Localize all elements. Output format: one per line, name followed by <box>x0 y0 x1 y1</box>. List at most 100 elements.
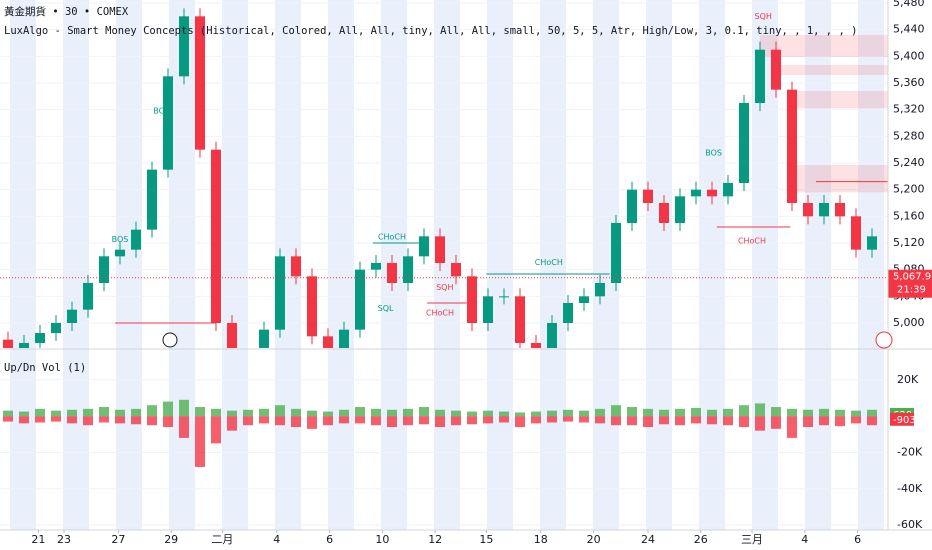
price-tag-label: 5,067.9 <box>893 272 931 283</box>
volume-bar <box>579 416 589 423</box>
volume-bar <box>675 416 685 426</box>
volume-bar <box>579 410 589 417</box>
volume-bar <box>323 411 333 417</box>
volume-bar <box>131 408 141 417</box>
candle-body <box>819 203 829 217</box>
volume-bar <box>755 403 765 417</box>
volume-bar <box>83 408 93 417</box>
volume-bar <box>739 405 749 417</box>
volume-bar <box>627 407 637 417</box>
y-tick-label: 5,360 <box>893 76 925 89</box>
volume-bar <box>195 407 205 417</box>
volume-bar <box>467 411 477 417</box>
volume-bar <box>803 409 813 417</box>
volume-bar <box>275 416 285 426</box>
candle-body <box>867 236 877 250</box>
x-tick-label: 29 <box>164 533 178 546</box>
candle-body <box>835 203 845 217</box>
symbol-title[interactable]: 黃金期貨 • 30 • COMEX <box>4 5 129 18</box>
candle-body <box>755 49 765 103</box>
candle-body <box>147 169 157 230</box>
volume-bar <box>19 416 29 424</box>
volume-bar <box>643 416 653 428</box>
volume-bar <box>515 416 525 428</box>
volume-bar <box>323 416 333 426</box>
volume-bar <box>531 416 541 424</box>
y-tick-label: -40K <box>897 482 923 495</box>
volume-bar <box>563 409 573 417</box>
volume-bar <box>243 416 253 426</box>
session-stripe <box>805 0 831 530</box>
volume-bar <box>659 409 669 417</box>
candle-body <box>851 216 861 250</box>
volume-bar <box>851 410 861 417</box>
volume-bar <box>819 408 829 417</box>
session-stripe <box>222 0 248 530</box>
volume-bar <box>67 409 77 417</box>
candle-body <box>515 296 525 343</box>
volume-title[interactable]: Up/Dn Vol (1) <box>4 362 86 374</box>
volume-bar <box>547 416 557 423</box>
volume-bar <box>163 416 173 428</box>
volume-bar <box>739 416 749 428</box>
x-tick-label: 18 <box>534 533 548 546</box>
structure-label: SQH <box>755 12 772 21</box>
volume-bar <box>691 407 701 417</box>
volume-bar <box>435 409 445 417</box>
volume-bar <box>227 410 237 417</box>
volume-bar <box>163 401 173 417</box>
indicator-title[interactable]: LuxAlgo - Smart Money Concepts (Historic… <box>4 25 857 37</box>
volume-bar <box>483 410 493 417</box>
volume-bar <box>195 416 205 467</box>
session-stripe <box>116 0 142 530</box>
candle-body <box>67 309 77 323</box>
candle-body <box>131 229 141 250</box>
volume-bar <box>803 416 813 428</box>
candle-body <box>323 336 333 348</box>
volume-bar <box>547 410 557 417</box>
volume-bar <box>499 416 509 423</box>
candle-body <box>499 296 509 298</box>
y-tick-label: -20K <box>897 445 923 458</box>
volume-bar <box>419 416 429 425</box>
x-tick-label: 10 <box>375 533 389 546</box>
candle-body <box>483 296 493 323</box>
x-tick-label: 12 <box>428 533 442 546</box>
supply-zone <box>779 65 888 75</box>
volume-bar <box>419 407 429 417</box>
candle-body <box>547 323 557 348</box>
supply-zone <box>760 35 888 57</box>
volume-bar <box>339 416 349 424</box>
y-tick-label: 5,320 <box>893 103 925 116</box>
volume-bar <box>483 416 493 424</box>
volume-bar <box>531 411 541 417</box>
session-stripes <box>10 0 884 530</box>
replay-icon[interactable] <box>162 332 178 348</box>
candle-body <box>51 323 61 333</box>
volume-bar <box>723 416 733 426</box>
alert-icon[interactable] <box>875 331 893 349</box>
session-stripe <box>540 0 566 530</box>
session-stripe <box>858 0 884 530</box>
x-tick-label: 4 <box>801 533 808 546</box>
supply-zone <box>790 91 888 109</box>
x-tick-label: 21 <box>31 533 45 546</box>
volume-bar <box>819 416 829 426</box>
y-tick-label: 5,400 <box>893 49 925 62</box>
volume-bar <box>387 416 397 428</box>
candle-body <box>355 269 365 330</box>
structure-label: CHoCH <box>738 237 766 246</box>
volume-bar <box>3 410 13 417</box>
x-tick-label: 23 <box>57 533 71 546</box>
x-tick-label: 6 <box>854 533 861 546</box>
volume-bar <box>867 416 877 426</box>
volume-bar <box>179 399 189 417</box>
volume-bar <box>51 410 61 417</box>
candle-body <box>419 236 429 257</box>
price-tag <box>888 269 932 298</box>
x-tick-label: 26 <box>694 533 708 546</box>
volume-bar <box>115 416 125 424</box>
volume-bar <box>595 416 605 424</box>
candle-body <box>787 89 797 203</box>
